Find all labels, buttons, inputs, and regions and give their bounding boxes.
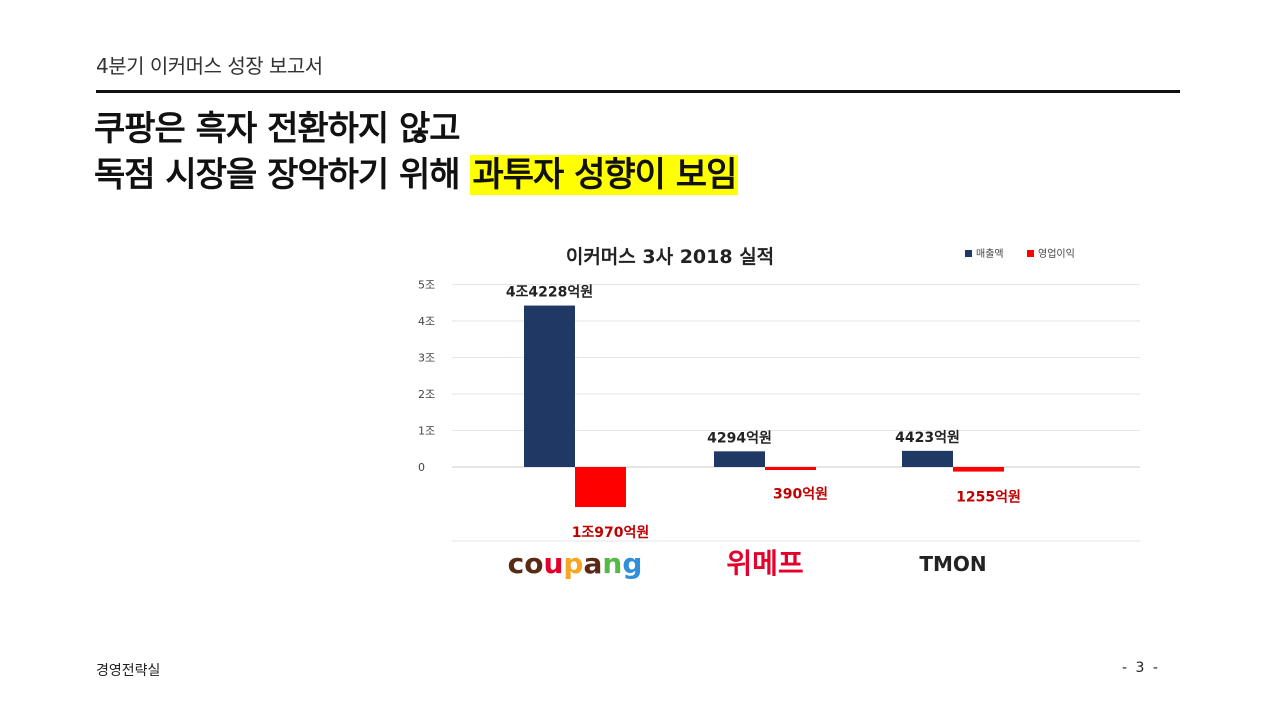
chart-svg: 이커머스 3사 2018 실적 매출액 영업이익 5조 4조 3조 2조 1조 0 4조42… [400, 228, 1160, 598]
bar-영업이익-0 [575, 467, 626, 508]
chart-title: 이커머스 3사 2018 실적 [566, 246, 774, 268]
page-number: - 3 - [1122, 660, 1160, 676]
headline: 쿠팡은 흑자 전환하지 않고 독점 시장을 장악하기 위해 과투자 성향이 보임 [94, 106, 739, 198]
bar-label-영업이익-1: 390억원 [773, 486, 828, 502]
headline-line-2-prefix: 독점 시장을 장악하기 위해 [94, 155, 471, 195]
report-header: 4분기 이커머스 성장 보고서 [96, 54, 323, 78]
footer-department: 경영전략실 [96, 663, 161, 679]
bar-labels: 4조4228억원 1조970억원 4294억원 390억원 4423억원 1255억원 [506, 285, 1021, 541]
headline-line-1: 쿠팡은 흑자 전환하지 않고 [94, 109, 461, 149]
bar-매출액-1 [714, 451, 765, 467]
chart-legend: 매출액 영업이익 [965, 247, 1075, 260]
y-tick-label-4: 1조 [418, 425, 435, 438]
header-rule [96, 90, 1180, 93]
category-logo-tmon: TMON [919, 552, 986, 576]
category-logo-coupang: coupang [508, 547, 643, 580]
category-logo-wemakeprice: 위메프 [726, 547, 803, 580]
bar-label-매출액-1: 4294억원 [707, 430, 772, 446]
y-axis: 5조 4조 3조 2조 1조 0 [418, 279, 435, 475]
y-tick-label-5: 0 [418, 461, 425, 474]
chart-bars [524, 305, 1004, 508]
bar-label-매출액-2: 4423억원 [895, 430, 960, 446]
y-tick-label-2: 3조 [418, 352, 435, 365]
bar-영업이익-2 [953, 467, 1004, 472]
legend-label-1: 영업이익 [1038, 247, 1075, 260]
y-tick-label-3: 2조 [418, 388, 435, 401]
bar-영업이익-1 [765, 467, 816, 470]
bar-매출액-2 [902, 450, 953, 467]
y-tick-label-0: 5조 [418, 279, 435, 292]
headline-line-2: 독점 시장을 장악하기 위해 과투자 성향이 보임 [94, 152, 739, 198]
chart-background [400, 228, 1160, 598]
bar-label-영업이익-2: 1255억원 [956, 490, 1021, 506]
y-tick-label-1: 4조 [418, 315, 435, 328]
legend-swatch-0 [965, 250, 972, 257]
legend-label-0: 매출액 [976, 248, 1004, 260]
bar-label-영업이익-0: 1조970억원 [572, 525, 650, 541]
category-logos: coupang 위메프 TMON [508, 547, 987, 580]
revenue-chart: 이커머스 3사 2018 실적 매출액 영업이익 5조 4조 3조 2조 1조 0 4조42… [400, 228, 1160, 598]
bar-매출액-0 [524, 305, 575, 467]
bar-label-매출액-0: 4조4228억원 [506, 285, 593, 301]
legend-swatch-1 [1027, 250, 1034, 257]
headline-highlight: 과투자 성향이 보임 [470, 155, 739, 195]
